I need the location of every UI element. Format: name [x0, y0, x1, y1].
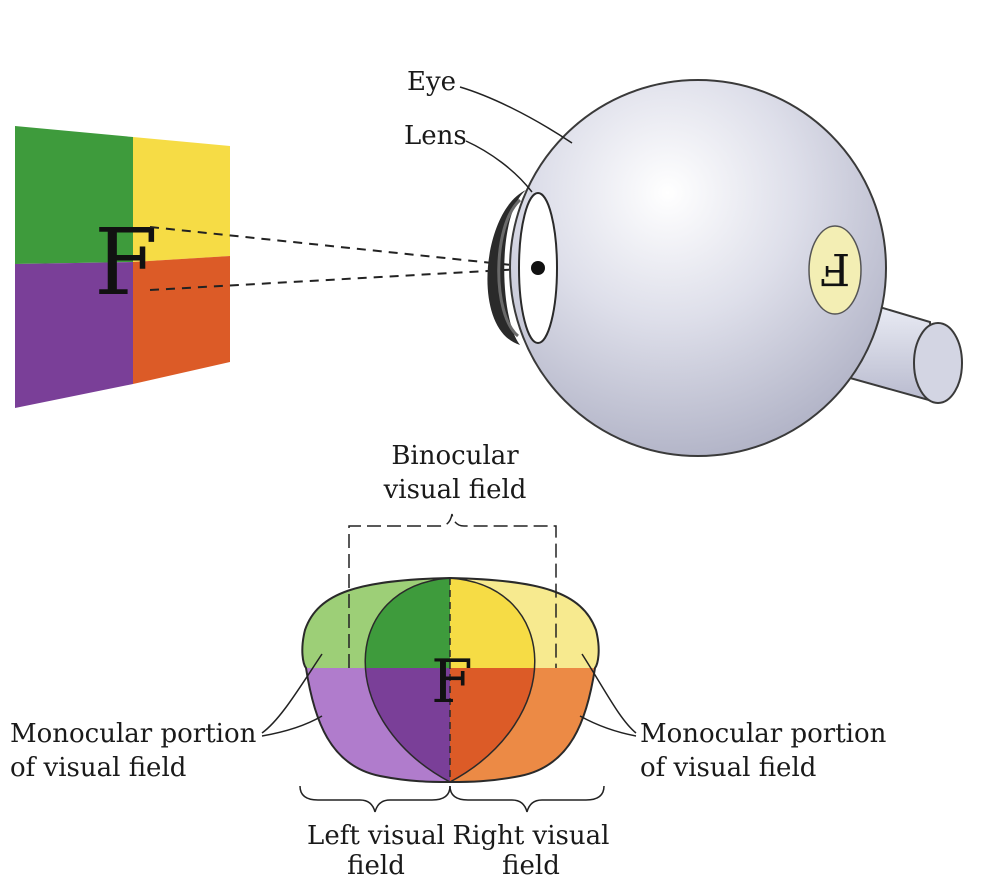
retina-letter: F	[820, 243, 851, 294]
retina-image-spot	[808, 225, 862, 315]
mono-left-label-line1: Monocular portion	[10, 719, 257, 749]
lens-nodal-point	[531, 261, 545, 275]
field-letter: F	[431, 647, 473, 717]
object-letter: F	[94, 209, 158, 316]
monocular-leader-lines	[261, 653, 637, 737]
right-field-label-line2: field	[502, 851, 560, 881]
eye-label: Eye	[407, 67, 457, 97]
iris	[487, 190, 526, 345]
binocular-label-line1: Binocular	[391, 441, 519, 471]
eyeball: F	[487, 79, 887, 457]
left-field-brace	[299, 785, 451, 813]
mono-right-label-line2: of visual field	[640, 753, 817, 783]
mono-right-label-line1: Monocular portion	[640, 719, 887, 749]
binocular-bracket	[348, 513, 557, 668]
right-field-label-line1: Right visual	[452, 821, 610, 851]
object-quadrant-purple	[15, 262, 133, 408]
lens-label: Lens	[404, 121, 467, 151]
left-field-label-line2: field	[347, 851, 405, 881]
left-field-label-line1: Left visual	[307, 821, 445, 851]
right-field-brace	[449, 785, 605, 813]
mono-left-label-line2: of visual field	[10, 753, 187, 783]
top-leader-lines	[459, 86, 573, 193]
object-quadrant-green	[15, 126, 133, 264]
lower-braces	[299, 785, 605, 813]
object-quadrant-orange	[133, 256, 230, 384]
object-quadrant-yellow	[133, 137, 230, 262]
visual-field: F	[301, 576, 600, 783]
object-card: F	[15, 126, 230, 408]
binocular-label-line2: visual field	[383, 475, 527, 505]
